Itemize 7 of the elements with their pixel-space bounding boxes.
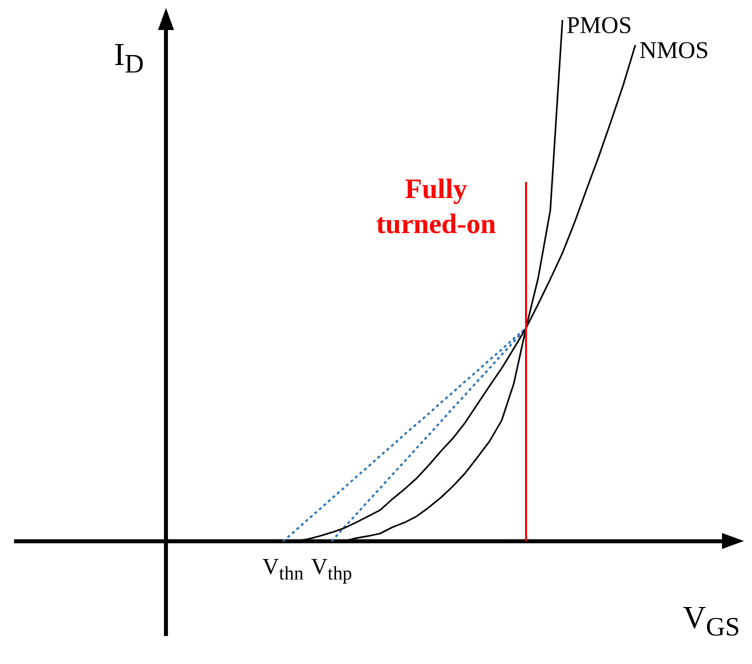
x-tick-label: V$_{thn}$ [262,554,304,585]
series-label: PMOS [566,12,632,39]
y-axis-title: I$_{D}$ [114,36,144,78]
series-label: NMOS [639,38,709,64]
x-axis-title: V$_{GS}$ [682,599,740,642]
x-tick-label: V$_{thp}$ [311,554,352,585]
annotation: Fully turned-on [375,172,497,242]
